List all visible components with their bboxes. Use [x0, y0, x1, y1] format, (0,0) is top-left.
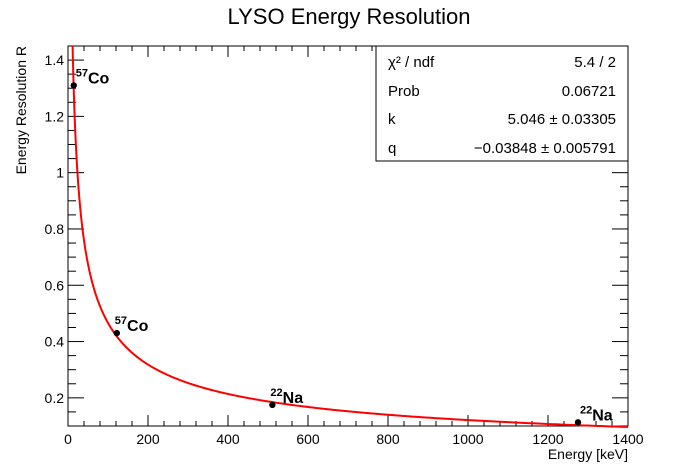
stats-box-frame: [375, 45, 629, 162]
stat-label-chi2: χ² / ndf: [388, 54, 435, 71]
y-tick-label: 1.4: [45, 52, 65, 68]
data-point: [269, 401, 276, 409]
y-tick-label: 0.2: [45, 390, 65, 406]
stat-label-q: q: [388, 140, 396, 157]
isotope-mass-number: 57: [115, 315, 127, 327]
x-tick-label: 1200: [532, 431, 563, 447]
x-axis: 0 200 400 600 800 1000 1200 1400: [64, 46, 644, 447]
y-axis: 0.2 0.4 0.6 0.8 1 1.2 1.4: [45, 45, 628, 427]
x-tick-label: 800: [376, 431, 400, 447]
y-tick-label: 1.2: [45, 108, 65, 124]
x-tick-label: 1400: [612, 431, 643, 447]
fit-layer: [71, 46, 629, 429]
point-annotation: 57Co: [115, 315, 149, 335]
x-tick-label: 1000: [452, 431, 483, 447]
x-tick-label: 200: [136, 431, 160, 447]
y-tick-label: 0.8: [45, 221, 65, 237]
stat-value-prob: 0.06721: [562, 83, 616, 100]
x-tick-label: 600: [296, 431, 320, 447]
isotope-mass-number: 57: [76, 67, 88, 79]
isotope-mass-number: 22: [580, 404, 592, 416]
point-annotation: 57Co: [76, 67, 110, 87]
fit-statistics-box: χ² / ndf 5.4 / 2 Prob 0.06721 k 5.046 ± …: [375, 45, 629, 162]
plot-frame: [67, 45, 629, 427]
x-tick-label: 0: [64, 431, 72, 447]
y-tick-label: 1: [56, 165, 64, 181]
isotope-mass-number: 22: [270, 387, 282, 399]
y-tick-label: 0.4: [45, 334, 65, 350]
data-point: [70, 82, 77, 89]
y-tick-label: 0.6: [45, 277, 65, 293]
stat-label-k: k: [388, 111, 396, 128]
x-tick-label: 400: [216, 431, 240, 447]
stat-value-chi2: 5.4 / 2: [574, 54, 616, 71]
isotope-symbol: Na: [283, 390, 304, 407]
y-axis-title: Energy Resolution R: [13, 46, 29, 174]
data-point: [113, 329, 121, 337]
stat-label-prob: Prob: [388, 83, 420, 100]
point-annotation: 22Na: [270, 387, 303, 407]
point-annotation: 22Na: [580, 404, 613, 424]
stat-value-q: −0.03848 ± 0.005791: [474, 140, 616, 157]
isotope-symbol: Na: [592, 407, 613, 424]
chart-title: LYSO Energy Resolution: [228, 4, 471, 29]
isotope-symbol: Co: [88, 70, 110, 87]
x-axis-title: Energy [keV]: [548, 446, 628, 462]
data-points: [70, 82, 582, 426]
isotope-symbol: Co: [127, 318, 149, 335]
stat-value-k: 5.046 ± 0.03305: [508, 111, 616, 128]
fit-curve: [71, 46, 629, 429]
data-point: [574, 419, 582, 426]
plot-area: [67, 45, 629, 427]
